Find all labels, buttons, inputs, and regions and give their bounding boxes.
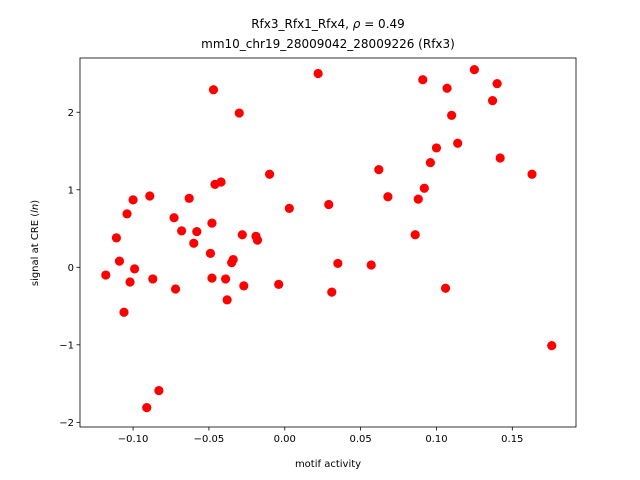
data-point (189, 238, 199, 248)
data-point (177, 226, 187, 236)
data-point (145, 191, 155, 201)
data-point (221, 274, 231, 284)
data-point (207, 218, 217, 228)
data-point (128, 195, 138, 205)
data-point (440, 283, 451, 293)
data-point (447, 110, 457, 120)
data-point (374, 165, 384, 175)
y-axis-ticks: −2 −1 0 1 2 (59, 108, 80, 429)
x-tick-label: 0.00 (274, 434, 296, 445)
data-point (453, 138, 463, 148)
data-point (324, 199, 334, 210)
data-point (169, 213, 179, 223)
data-point (216, 177, 226, 187)
data-point (239, 281, 249, 291)
data-point (366, 260, 376, 270)
x-axis-label: motif activity (295, 459, 361, 470)
data-point (205, 248, 216, 258)
data-point (228, 254, 238, 265)
x-tick-label: −0.05 (194, 434, 225, 445)
data-point (119, 307, 129, 317)
x-tick-label: 0.10 (425, 434, 447, 445)
data-point (327, 287, 337, 297)
data-point (431, 143, 442, 153)
data-point (284, 203, 294, 213)
data-point (547, 341, 557, 351)
x-axis-ticks: −0.10 −0.05 0.00 0.05 0.10 0.15 (118, 427, 523, 445)
data-point (419, 183, 429, 193)
data-point (114, 256, 125, 266)
data-point (527, 169, 537, 179)
data-points (101, 65, 557, 413)
data-point (222, 295, 232, 305)
chart-title-line-2: mm10_chr19_28009042_28009226 (Rfx3) (201, 37, 455, 51)
data-point (418, 75, 428, 85)
data-point (333, 258, 343, 269)
data-point (207, 273, 217, 283)
data-point (237, 230, 247, 240)
x-tick-label: 0.15 (501, 434, 523, 445)
data-point (192, 227, 202, 237)
y-tick-label: 2 (68, 108, 74, 119)
data-point (413, 194, 423, 204)
y-tick-label: −1 (59, 340, 74, 351)
data-point (234, 108, 244, 118)
y-tick-label: 1 (68, 185, 74, 196)
x-tick-label: 0.05 (349, 434, 371, 445)
data-point (130, 264, 140, 274)
y-tick-label: 0 (68, 263, 74, 274)
data-point (495, 153, 505, 163)
data-point (265, 169, 275, 179)
data-point (122, 209, 132, 219)
data-point (184, 193, 194, 203)
data-point (442, 83, 452, 93)
data-point (274, 279, 284, 289)
data-point (125, 277, 135, 287)
plot-area (79, 57, 577, 428)
data-point (208, 85, 219, 95)
data-point (492, 78, 502, 89)
chart-title-line-1: Rfx3_Rfx1_Rfx4, ρ = 0.49 (251, 17, 405, 31)
y-tick-label: −2 (59, 418, 74, 429)
data-point (142, 403, 152, 413)
data-point (101, 270, 111, 280)
data-point (425, 158, 435, 168)
data-point (154, 385, 164, 396)
data-point (148, 274, 158, 284)
data-point (487, 96, 498, 106)
data-point (469, 65, 479, 75)
data-point (410, 230, 420, 240)
axes-frame (79, 57, 577, 428)
data-point (252, 235, 263, 245)
data-point (170, 284, 181, 294)
data-point (111, 233, 122, 243)
y-axis-label: signal at CRE (ln) (30, 200, 41, 286)
data-point (383, 192, 393, 202)
x-tick-label: −0.10 (118, 434, 149, 445)
data-point (313, 68, 323, 79)
